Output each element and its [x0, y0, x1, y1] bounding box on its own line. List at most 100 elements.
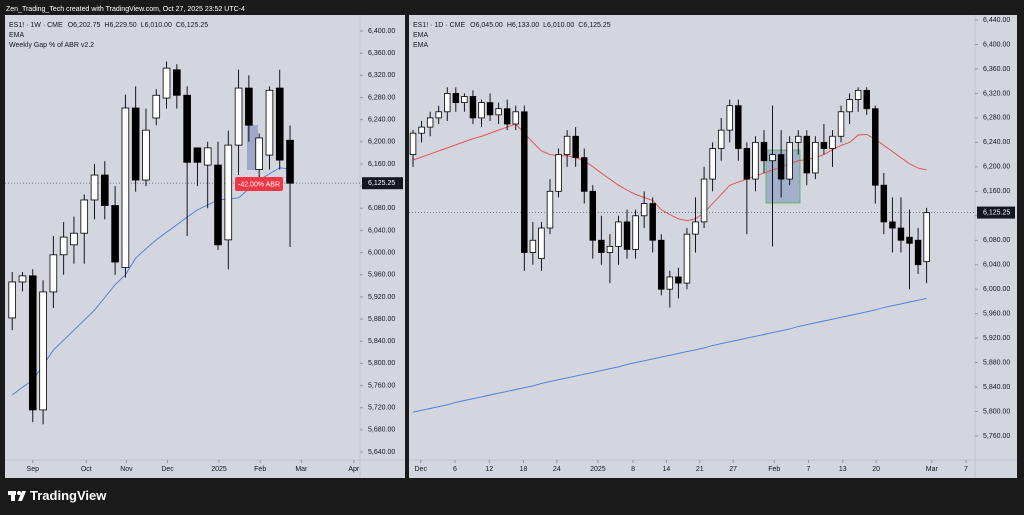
y-tick-label: 5,760.00: [983, 433, 1010, 440]
candle-body: [863, 89, 870, 110]
y-tick-label: 5,920.00: [368, 294, 395, 301]
candle-body: [632, 215, 639, 250]
y-tick-label: 6,360.00: [983, 66, 1010, 73]
x-tick-label: Feb: [254, 466, 266, 473]
y-tick-label: 6,040.00: [368, 227, 395, 234]
candle-body: [777, 154, 785, 180]
y-tick-label: 6,320.00: [368, 72, 395, 79]
candle-body: [152, 94, 161, 119]
candle-body: [572, 135, 579, 159]
y-tick-label: 5,880.00: [983, 359, 1010, 366]
y-tick-label: 6,440.00: [983, 17, 1010, 24]
candle-body: [8, 281, 16, 319]
candle-body: [795, 135, 802, 143]
ohlc-label: C6,125.25: [176, 22, 208, 29]
candle-body: [245, 87, 253, 126]
candle-body: [275, 87, 284, 161]
candle-body: [224, 144, 233, 241]
candle-body: [486, 102, 494, 116]
y-tick-label: 6,240.00: [368, 116, 395, 123]
candle-body: [521, 111, 528, 253]
y-tick-label: 5,840.00: [983, 384, 1010, 391]
y-tick-label: 5,720.00: [368, 405, 395, 412]
last-price-box: [977, 206, 1015, 219]
y-tick-label: 5,920.00: [983, 335, 1010, 342]
x-tick-label: Mar: [926, 466, 939, 473]
footer-logo-text: TradingView: [30, 488, 107, 503]
candle-body: [880, 184, 888, 223]
ohlc-label: H6,133.00: [507, 22, 539, 29]
last-price-label: 6,125.25: [983, 209, 1010, 216]
y-tick-label: 6,400.00: [368, 28, 395, 35]
ohlc-label: O6,202.75: [68, 22, 101, 29]
candle-body: [503, 108, 511, 125]
candle-body: [581, 157, 588, 192]
candle-body: [90, 174, 99, 201]
y-tick-label: 6,080.00: [983, 237, 1010, 244]
candle-body: [743, 148, 751, 180]
candle-body: [111, 205, 119, 263]
x-tick-label: 8: [631, 466, 635, 473]
header: Zen_Trading_Tech created with TradingVie…: [6, 6, 245, 13]
candle-body: [203, 147, 212, 166]
x-tick-label: Oct: [81, 466, 92, 473]
candle-body: [162, 67, 171, 99]
candle-body: [529, 239, 537, 253]
candle-body: [59, 236, 68, 256]
x-tick-label: Dec: [415, 466, 428, 473]
y-tick-label: 6,280.00: [368, 94, 395, 101]
indicator-label: Weekly Gap % of ABR v2.2: [9, 42, 94, 49]
x-tick-label: Apr: [348, 466, 360, 473]
ohlc-label: L6,010.00: [141, 22, 172, 29]
candle-body: [769, 154, 776, 162]
y-tick-label: 6,040.00: [983, 262, 1010, 269]
candle-body: [452, 93, 460, 104]
y-tick-label: 6,160.00: [983, 188, 1010, 195]
x-tick-label: Feb: [768, 466, 780, 473]
candle-body: [606, 245, 614, 253]
ema-line: [412, 297, 927, 413]
gap-box: [247, 125, 258, 170]
candle-body: [183, 94, 191, 163]
left-panel: [5, 15, 405, 478]
candle-body: [589, 190, 597, 241]
candle-body: [538, 227, 545, 260]
x-tick-label: 12: [485, 466, 493, 473]
candle-body: [563, 135, 571, 156]
y-tick-label: 6,400.00: [983, 41, 1010, 48]
y-tick-label: 5,880.00: [368, 316, 395, 323]
x-tick-label: 27: [729, 466, 737, 473]
x-tick-label: Dec: [161, 466, 174, 473]
candle-body: [469, 96, 477, 119]
y-tick-label: 5,640.00: [368, 449, 395, 456]
logo-mark: [17, 491, 21, 495]
y-tick-label: 6,240.00: [983, 139, 1010, 146]
candle-body: [735, 105, 742, 149]
ema-line: [412, 123, 927, 222]
ohlc-label: C6,125.25: [578, 22, 610, 29]
y-tick-label: 6,280.00: [983, 115, 1010, 122]
candle-body: [923, 212, 930, 263]
y-tick-label: 5,760.00: [368, 382, 395, 389]
x-tick-label: 2025: [590, 466, 606, 473]
ohlc-label: O6,045.00: [470, 22, 503, 29]
candle-body: [546, 190, 554, 229]
candle-body: [726, 105, 733, 131]
y-tick-label: 6,000.00: [368, 249, 395, 256]
candle-body: [623, 221, 631, 250]
logo-mark: [11, 491, 15, 501]
candle-body: [598, 239, 605, 253]
candle-body: [234, 87, 243, 146]
candle-body: [897, 227, 905, 241]
candle-body: [914, 239, 922, 266]
candle-body: [426, 117, 434, 128]
y-tick-label: 6,160.00: [368, 161, 395, 168]
logo-mark: [18, 491, 26, 501]
plots: 6,400.00 6,360.00 6,320.00 6,280.00 6,240.00…: [5, 17, 1015, 473]
y-tick-label: 6,200.00: [983, 164, 1010, 171]
x-tick-label: Sep: [27, 466, 40, 473]
y-tick-label: 6,200.00: [368, 139, 395, 146]
x-tick-label: Nov: [120, 466, 133, 473]
candle-body: [555, 154, 562, 192]
last-price-label: 6,125.25: [368, 180, 395, 187]
